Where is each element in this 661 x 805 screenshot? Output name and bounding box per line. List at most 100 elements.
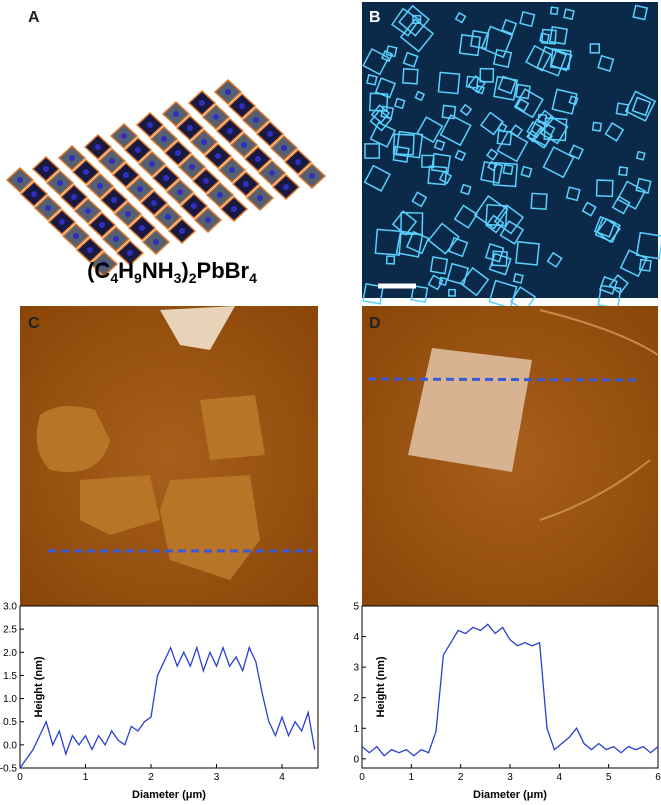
atom <box>139 225 145 231</box>
atom <box>137 186 143 192</box>
atom <box>309 173 315 179</box>
crystal <box>486 148 499 161</box>
crystal <box>525 44 552 72</box>
atom <box>179 228 185 234</box>
crystal <box>429 256 449 275</box>
crystal <box>536 45 568 77</box>
crystal <box>615 102 630 117</box>
crystal <box>416 116 444 144</box>
crystal <box>598 275 618 295</box>
atom <box>123 172 129 178</box>
crystal <box>479 67 495 83</box>
afm-wrinkles <box>539 309 659 521</box>
y-tick-label: 1.0 <box>3 694 17 705</box>
crystal <box>539 32 550 44</box>
crystal <box>549 48 572 70</box>
crystal <box>563 8 575 21</box>
atom <box>205 217 211 223</box>
crystal <box>541 28 557 45</box>
x-tick-label: 5 <box>606 772 612 783</box>
crystal <box>496 130 529 163</box>
profile-line <box>19 645 316 769</box>
crystal <box>453 204 478 229</box>
crystal <box>492 161 518 188</box>
crystal <box>536 109 555 128</box>
atom <box>161 136 167 142</box>
y-tick-label: 1 <box>353 724 359 735</box>
crystal <box>398 4 430 37</box>
atom <box>175 150 181 156</box>
crystal <box>581 201 597 217</box>
crystal <box>568 144 584 160</box>
atom <box>199 100 205 106</box>
atom <box>201 139 207 145</box>
x-tick-label: 2 <box>458 772 464 783</box>
crystal <box>438 276 448 286</box>
crystal <box>611 195 631 215</box>
crystal <box>499 220 525 245</box>
atom <box>163 175 169 181</box>
plot-frame <box>19 605 319 769</box>
x-tick-label: 4 <box>557 772 563 783</box>
atom <box>243 181 249 187</box>
atom <box>231 206 237 212</box>
atom <box>83 169 89 175</box>
profile-line <box>367 377 637 382</box>
atom <box>165 214 171 220</box>
crystal <box>459 266 490 297</box>
crystal-squares <box>362 4 661 313</box>
crystal <box>485 203 508 227</box>
atom <box>101 261 107 267</box>
atom <box>267 131 273 137</box>
crystal <box>635 150 646 161</box>
crystal <box>458 34 481 57</box>
plot-frame <box>361 605 659 769</box>
crystal <box>441 104 457 120</box>
crystal <box>549 25 569 45</box>
crystal <box>410 285 429 303</box>
crystal <box>439 114 472 147</box>
atom <box>111 197 117 203</box>
crystal <box>427 165 448 186</box>
atom <box>283 184 289 190</box>
atom <box>241 142 247 148</box>
x-axis-label: Diameter (μm) <box>132 789 206 801</box>
atom <box>59 219 65 225</box>
crystal <box>543 117 568 142</box>
atom <box>295 159 301 165</box>
panel-label: C <box>28 315 40 332</box>
atom <box>203 178 209 184</box>
panel-label: B <box>369 9 381 26</box>
crystal <box>480 25 514 59</box>
crystal <box>501 18 518 35</box>
atom <box>253 117 259 123</box>
crystal <box>502 163 514 176</box>
crystal <box>400 211 424 236</box>
crystal <box>638 258 652 272</box>
crystal <box>366 74 378 86</box>
atom <box>153 239 159 245</box>
atom <box>151 200 157 206</box>
crystal <box>433 139 446 151</box>
crystal <box>385 255 396 265</box>
crystal <box>624 90 657 122</box>
crystal <box>619 249 648 278</box>
crystal <box>515 240 540 266</box>
x-tick-label: 3 <box>507 772 513 783</box>
crystal <box>399 18 435 53</box>
crystal <box>402 51 419 68</box>
crystal <box>448 236 469 258</box>
crystal <box>542 146 575 179</box>
atom <box>69 155 75 161</box>
atom <box>125 211 131 217</box>
atom <box>173 111 179 117</box>
crystal <box>393 97 406 110</box>
x-tick-label: 6 <box>655 772 661 783</box>
atom <box>87 247 93 253</box>
atom <box>187 125 193 131</box>
atom <box>177 189 183 195</box>
crystal <box>374 228 402 256</box>
crystal <box>369 121 397 148</box>
atom <box>73 233 79 239</box>
